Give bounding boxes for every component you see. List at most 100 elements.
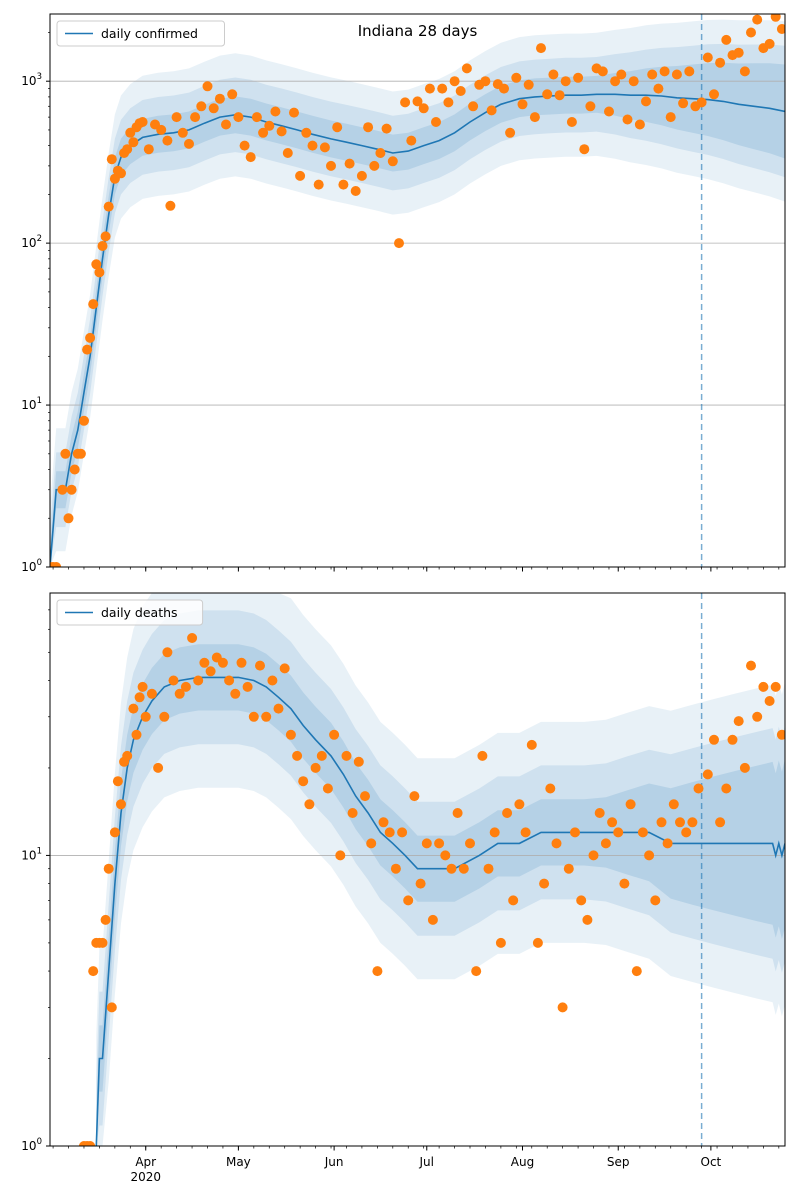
data-point <box>715 57 726 68</box>
y-tick-exponent: 1 <box>37 396 42 406</box>
data-point <box>251 112 262 123</box>
data-point <box>409 791 420 802</box>
data-point <box>326 160 336 171</box>
data-point <box>63 513 74 524</box>
data-point <box>634 119 645 130</box>
legend: daily deaths <box>56 599 204 626</box>
data-point <box>579 144 590 155</box>
data-point <box>165 200 176 211</box>
data-point <box>560 76 571 87</box>
data-point <box>758 681 769 692</box>
data-point <box>721 34 732 45</box>
data-point <box>452 808 463 818</box>
data-point <box>446 863 457 874</box>
data-point <box>418 103 429 114</box>
series-line <box>50 93 785 567</box>
data-point <box>502 808 513 818</box>
data-point <box>588 850 599 861</box>
data-point <box>517 99 528 110</box>
legend-box <box>56 599 204 626</box>
data-point <box>665 112 676 123</box>
data-point <box>551 838 562 849</box>
legend-box <box>56 20 225 47</box>
data-point <box>412 96 423 107</box>
data-point <box>227 89 238 100</box>
data-point <box>566 117 577 127</box>
data-point <box>641 96 651 107</box>
data-point <box>687 817 698 828</box>
data-point <box>610 76 621 87</box>
data-point <box>582 914 593 925</box>
data-point <box>400 97 411 108</box>
data-point <box>313 179 324 190</box>
data-point <box>653 83 664 94</box>
axes-frame <box>49 592 786 1147</box>
data-point <box>332 122 343 133</box>
data-point <box>403 895 414 906</box>
data-point <box>702 769 713 780</box>
data-point <box>242 681 253 692</box>
data-point <box>390 863 401 874</box>
data-point <box>702 52 713 63</box>
data-point <box>329 729 340 740</box>
data-point <box>360 791 370 802</box>
data-point <box>644 850 655 861</box>
data-point <box>684 66 695 77</box>
data-point <box>335 850 346 861</box>
data-point <box>66 484 77 495</box>
data-point <box>128 137 139 148</box>
data-point <box>289 107 299 118</box>
data-point <box>292 750 303 761</box>
data-point <box>625 799 636 810</box>
chart-title: Indiana 28 days <box>358 22 478 40</box>
data-point <box>600 838 611 849</box>
data-point <box>236 657 247 668</box>
data-point <box>122 144 133 155</box>
data-point <box>248 711 259 722</box>
data-point <box>199 657 210 668</box>
data-point <box>739 66 750 77</box>
data-point <box>116 799 126 810</box>
data-point <box>733 47 744 58</box>
data-point <box>554 90 565 101</box>
data-point <box>140 711 151 722</box>
data-point <box>116 168 126 179</box>
y-tick-exponent: 0 <box>37 558 42 568</box>
data-point <box>495 937 506 948</box>
data-point <box>255 660 265 671</box>
x-tick-label: Jul <box>419 1155 434 1169</box>
data-point <box>526 739 537 750</box>
data-point <box>548 69 559 80</box>
uncertainty-band-3 <box>50 62 785 567</box>
data-point <box>264 120 275 131</box>
data-point <box>245 152 256 163</box>
data-point <box>180 681 191 692</box>
data-point <box>486 105 497 116</box>
legend-label: daily deaths <box>101 605 178 620</box>
data-point <box>214 93 225 104</box>
data-point <box>415 878 426 889</box>
data-point <box>431 117 441 127</box>
data-point <box>137 681 148 692</box>
data-point <box>607 817 618 828</box>
data-point <box>94 267 105 278</box>
data-point <box>106 154 117 165</box>
scatter-points <box>50 14 785 567</box>
data-point <box>529 112 540 123</box>
data-point <box>752 711 763 722</box>
data-point <box>366 838 377 849</box>
data-point <box>51 562 62 567</box>
data-point <box>205 666 216 677</box>
data-point <box>258 127 269 138</box>
data-point <box>174 688 185 699</box>
data-point <box>449 76 460 87</box>
data-point <box>122 750 133 761</box>
data-point <box>350 186 361 196</box>
data-point <box>443 97 454 108</box>
data-point <box>696 97 707 108</box>
data-point <box>542 89 553 100</box>
data-point <box>196 101 207 112</box>
x-tick-label: Sep <box>607 1155 630 1169</box>
data-point <box>721 783 732 794</box>
data-point <box>468 101 479 112</box>
